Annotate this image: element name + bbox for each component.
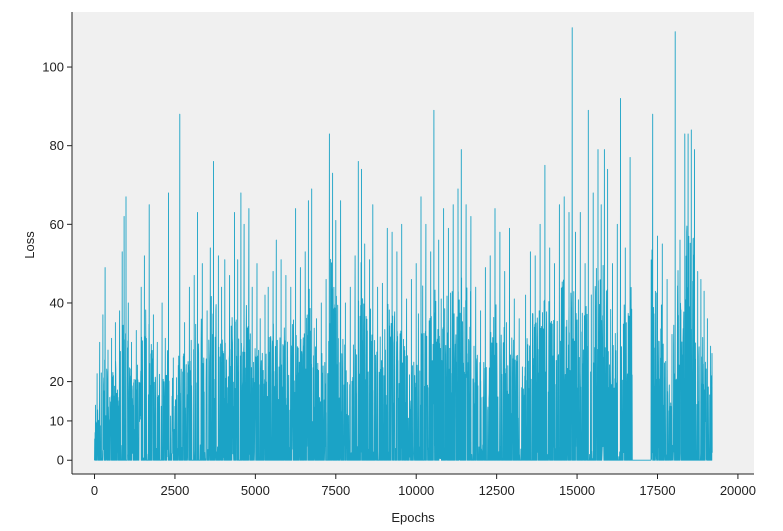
x-tick-label: 7500 [321,483,350,498]
y-tick-label: 10 [50,413,64,428]
x-tick-label: 0 [91,483,98,498]
y-axis-label: Loss [22,231,37,259]
y-tick-label: 40 [50,295,64,310]
y-tick-label: 20 [50,374,64,389]
y-tick-label: 100 [42,60,64,75]
x-tick-label: 5000 [241,483,270,498]
y-tick-label: 0 [57,453,64,468]
x-tick-label: 2500 [160,483,189,498]
series-layer [94,27,713,461]
y-tick-label: 80 [50,138,64,153]
y-tick-label: 60 [50,217,64,232]
x-ticks: 0 2500 5000 7500 10000 12500 15000 17500 20000 [91,474,756,498]
x-tick-label: 17500 [639,483,675,498]
x-axis-label: Epochs [391,510,435,525]
y-ticks: 0 10 20 40 60 80 100 [42,60,72,468]
x-tick-label: 10000 [398,483,434,498]
x-tick-label: 15000 [559,483,595,498]
loss-series-line [94,27,713,461]
x-tick-label: 20000 [720,483,756,498]
x-tick-label: 12500 [479,483,515,498]
